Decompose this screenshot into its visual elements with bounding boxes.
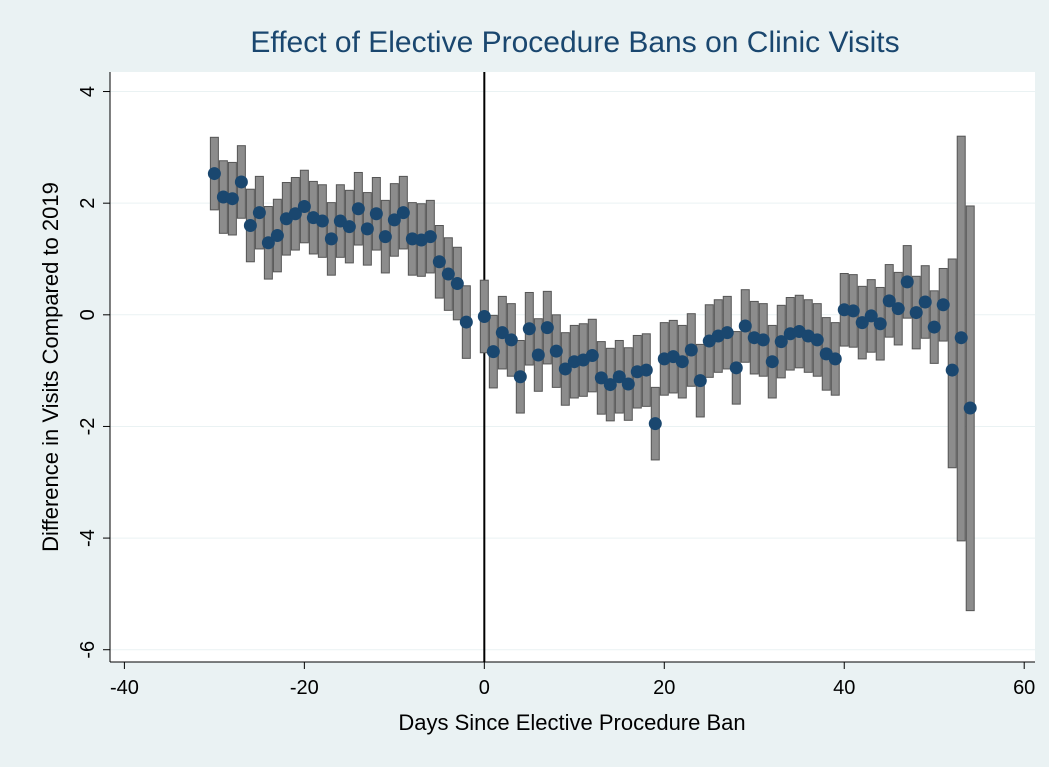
point (297, 200, 311, 214)
point (828, 352, 842, 366)
point (252, 206, 266, 220)
x-tick-label: 60 (1013, 677, 1035, 699)
point (441, 267, 455, 281)
point (882, 294, 896, 308)
y-tick-label: 2 (77, 198, 99, 209)
point (810, 333, 824, 347)
point (684, 343, 698, 357)
point (891, 302, 905, 316)
x-tick-label: 0 (479, 677, 490, 699)
point (351, 202, 365, 216)
point (513, 370, 527, 384)
point (540, 321, 554, 335)
point (945, 363, 959, 377)
point (504, 333, 518, 347)
point (243, 219, 257, 233)
y-tick-label: -2 (77, 418, 99, 436)
point (693, 374, 707, 388)
point (639, 363, 653, 377)
point (720, 326, 734, 340)
point (324, 232, 338, 246)
point (387, 213, 401, 227)
point (234, 175, 248, 189)
point (288, 207, 302, 221)
point (486, 345, 500, 359)
point (909, 306, 923, 320)
point (270, 229, 284, 243)
point (774, 335, 788, 349)
x-axis-label: Days Since Elective Procedure Ban (398, 710, 745, 735)
point (459, 315, 473, 329)
point (918, 295, 932, 309)
point (225, 192, 239, 206)
y-axis-label: Difference in Visits Compared to 2019 (38, 182, 63, 552)
point (432, 255, 446, 269)
point (495, 326, 509, 340)
x-tick-label: 40 (833, 677, 855, 699)
point (378, 230, 392, 244)
point (423, 230, 437, 244)
point (954, 331, 968, 345)
point (765, 355, 779, 369)
y-tick-label: -6 (77, 641, 99, 659)
point (549, 344, 563, 358)
point (648, 417, 662, 431)
point (558, 362, 572, 376)
point (342, 220, 356, 234)
point (846, 304, 860, 318)
point (855, 316, 869, 330)
point (603, 378, 617, 392)
point (864, 309, 878, 323)
point (522, 322, 536, 336)
point (594, 371, 608, 385)
point (621, 377, 635, 391)
point (738, 319, 752, 333)
point (900, 275, 914, 289)
point (369, 207, 383, 221)
point (612, 370, 626, 384)
point (360, 222, 374, 236)
point (936, 298, 950, 312)
y-tick-label: 4 (77, 86, 99, 97)
point (261, 236, 275, 250)
error-bar (947, 258, 957, 469)
point (756, 333, 770, 347)
y-tick-label: -4 (77, 529, 99, 547)
point (531, 348, 545, 362)
point (396, 206, 410, 220)
point (963, 401, 977, 415)
chart-title: Effect of Elective Procedure Bans on Cli… (250, 26, 899, 59)
point (315, 214, 329, 228)
point (207, 167, 221, 181)
x-tick-label: 20 (653, 677, 675, 699)
x-tick-label: -20 (290, 677, 319, 699)
point (675, 355, 689, 369)
x-tick-label: -40 (110, 677, 139, 699)
point (477, 309, 491, 323)
y-tick-label: 0 (77, 309, 99, 320)
point (729, 361, 743, 375)
point (450, 277, 464, 291)
point (873, 317, 887, 331)
point (585, 349, 599, 363)
point (927, 320, 941, 334)
